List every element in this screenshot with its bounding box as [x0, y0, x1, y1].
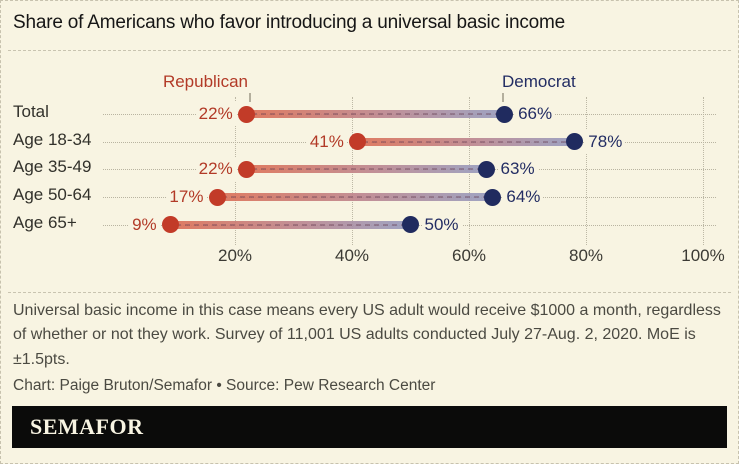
semafor-logo: SEMAFOR: [30, 414, 144, 439]
row-label: Age 18-34: [13, 129, 92, 149]
democrat-value: 64%: [503, 185, 544, 210]
republican-dot: [208, 188, 226, 206]
row-label: Total: [13, 102, 49, 121]
democrat-dot: [483, 188, 501, 206]
republican-dot: [349, 133, 367, 151]
republican-dot: [162, 216, 180, 234]
band-dashes: [251, 113, 500, 115]
republican-value: 41%: [306, 129, 347, 154]
x-axis-tick-label: 20%: [217, 246, 253, 265]
dumbbell-band: [217, 193, 493, 202]
legend-tick-republican: [249, 93, 251, 102]
democrat-value: 66%: [515, 102, 556, 126]
republican-value: 9%: [129, 212, 160, 237]
democrat-value: 50%: [421, 212, 462, 237]
chart-credit: Chart: Paige Bruton/Semafor • Source: Pe…: [13, 377, 436, 394]
chart-footnote: Universal basic income in this case mean…: [13, 302, 721, 368]
legend-republican: Republican: [162, 72, 248, 91]
x-axis-tick-label: 100%: [681, 246, 725, 265]
republican-value: 17%: [166, 185, 207, 210]
dumbbell-band: [357, 137, 575, 146]
republican-dot: [238, 160, 256, 178]
democrat-dot: [402, 216, 419, 234]
row-label: Age 50-64: [13, 185, 92, 205]
democrat-dot: [478, 160, 496, 178]
band-dashes: [175, 223, 406, 226]
semafor-logo-bar: SEMAFOR: [12, 406, 727, 448]
legend-democrat: Democrat: [502, 72, 576, 91]
row-label: Age 35-49: [13, 157, 92, 177]
x-axis-tick-label: 60%: [451, 246, 487, 265]
x-axis-tick-label: 80%: [568, 246, 604, 265]
footer-divider: [8, 292, 731, 293]
band-dashes: [222, 196, 488, 199]
title-divider: [8, 50, 731, 51]
dumbbell-band: [246, 110, 505, 118]
x-axis-tick-label: 40%: [334, 246, 370, 265]
republican-value: 22%: [195, 102, 236, 126]
republican-value: 22%: [195, 157, 236, 182]
legend-tick-democrat: [502, 93, 504, 102]
dumbbell-band: [246, 165, 487, 174]
row-label: Age 65+: [13, 212, 77, 232]
democrat-dot: [495, 105, 513, 123]
gridline: [586, 97, 587, 245]
band-dashes: [251, 168, 482, 171]
gridline: [703, 97, 704, 245]
chart-title: Share of Americans who favor introducing…: [13, 12, 566, 33]
democrat-value: 78%: [585, 129, 626, 154]
dumbbell-band: [170, 220, 411, 229]
band-dashes: [362, 140, 570, 143]
democrat-value: 63%: [497, 157, 538, 182]
democrat-dot: [565, 133, 583, 151]
republican-dot: [238, 105, 256, 123]
chart-canvas: Republican Democrat 20% 40% 60% 80% 100% Tota…: [0, 62, 737, 274]
